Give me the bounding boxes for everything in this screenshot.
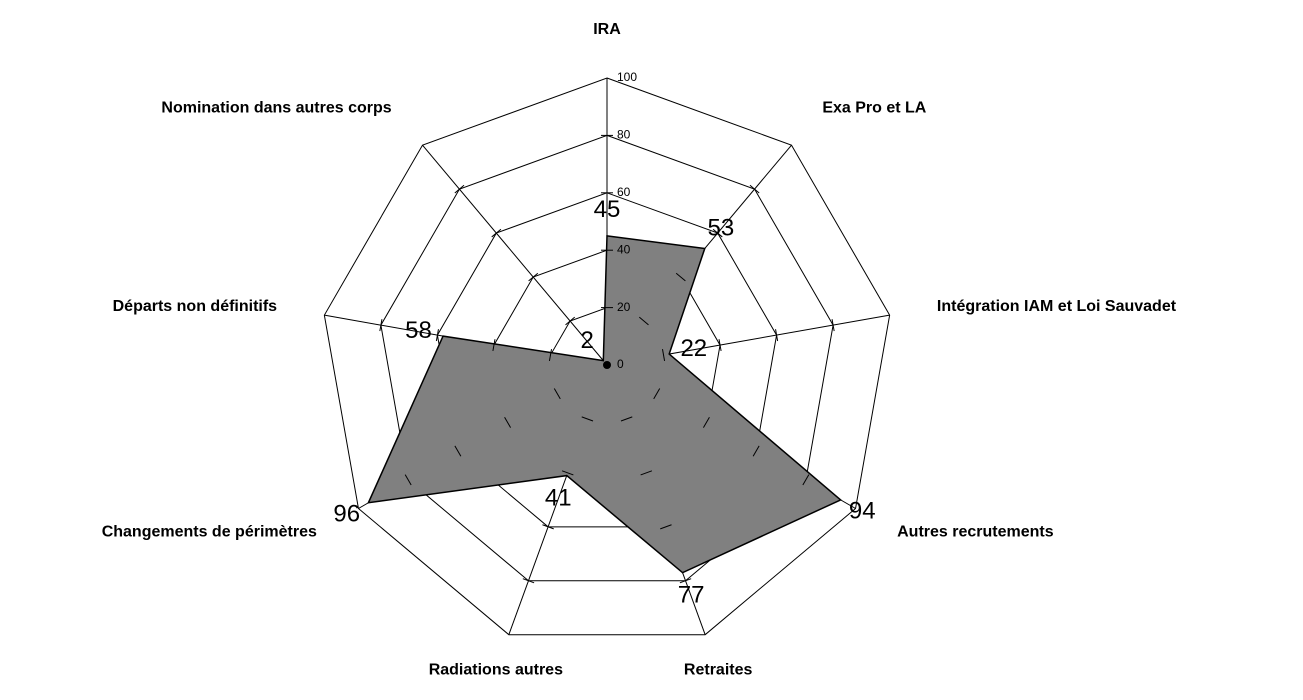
tick-mark xyxy=(638,316,649,326)
tick-mark xyxy=(522,578,535,584)
tick-mark xyxy=(620,416,633,422)
tick-mark xyxy=(491,228,502,238)
tick-mark xyxy=(561,470,574,476)
tick-label: 20 xyxy=(617,300,631,314)
tick-mark xyxy=(712,228,723,238)
tick-mark xyxy=(640,470,653,476)
category-label: Exa Pro et LA xyxy=(822,100,926,117)
grid-ring xyxy=(436,192,778,528)
tick-mark xyxy=(404,474,412,486)
tick-mark xyxy=(660,524,672,530)
value-label: 58 xyxy=(405,317,432,344)
category-label: Autres recrutements xyxy=(897,524,1054,541)
category-label: Départs non définitifs xyxy=(113,298,278,315)
tick-mark xyxy=(379,319,383,332)
tick-mark xyxy=(679,578,692,584)
value-label: 53 xyxy=(707,215,734,242)
tick-mark xyxy=(454,184,465,194)
tick-mark xyxy=(454,445,462,457)
tick-mark xyxy=(435,329,439,342)
tick-mark xyxy=(775,329,779,342)
tick-mark xyxy=(548,349,553,362)
value-label: 41 xyxy=(545,484,572,511)
tick-label: 80 xyxy=(617,128,631,142)
axis-line xyxy=(422,144,608,366)
tick-label: 40 xyxy=(617,242,631,256)
tick-label: 0 xyxy=(617,357,624,371)
tick-mark xyxy=(553,388,561,400)
value-label: 22 xyxy=(680,335,707,362)
category-label: Changements de périmètres xyxy=(102,524,317,541)
category-label: Radiations autres xyxy=(429,662,563,679)
data-area xyxy=(367,235,843,574)
tick-mark xyxy=(581,416,594,422)
tick-mark xyxy=(718,339,722,352)
tick-mark xyxy=(675,272,686,282)
value-label: 2 xyxy=(581,327,594,354)
tick-mark xyxy=(565,316,576,326)
category-label: Nomination dans autres corps xyxy=(161,100,391,117)
tick-label: 100 xyxy=(617,70,637,84)
tick-mark xyxy=(492,339,496,352)
tick-mark xyxy=(661,349,666,362)
category-label: IRA xyxy=(593,21,621,38)
tick-mark xyxy=(702,416,710,428)
value-label: 45 xyxy=(594,196,621,223)
category-label: Intégration IAM et Loi Sauvadet xyxy=(937,298,1177,315)
value-label: 96 xyxy=(333,501,360,528)
tick-mark xyxy=(802,474,810,486)
tick-mark xyxy=(504,416,512,428)
center-dot xyxy=(603,361,611,369)
value-label: 77 xyxy=(678,581,705,608)
category-label: Retraites xyxy=(684,662,753,679)
grid-ring xyxy=(380,134,834,582)
tick-mark xyxy=(752,445,760,457)
tick-label: 60 xyxy=(617,185,631,199)
tick-mark xyxy=(749,184,760,194)
tick-mark xyxy=(653,388,661,400)
value-label: 94 xyxy=(849,498,876,525)
tick-mark xyxy=(542,524,554,530)
grid-ring xyxy=(323,77,891,636)
tick-mark xyxy=(831,319,835,332)
tick-mark xyxy=(528,272,539,282)
